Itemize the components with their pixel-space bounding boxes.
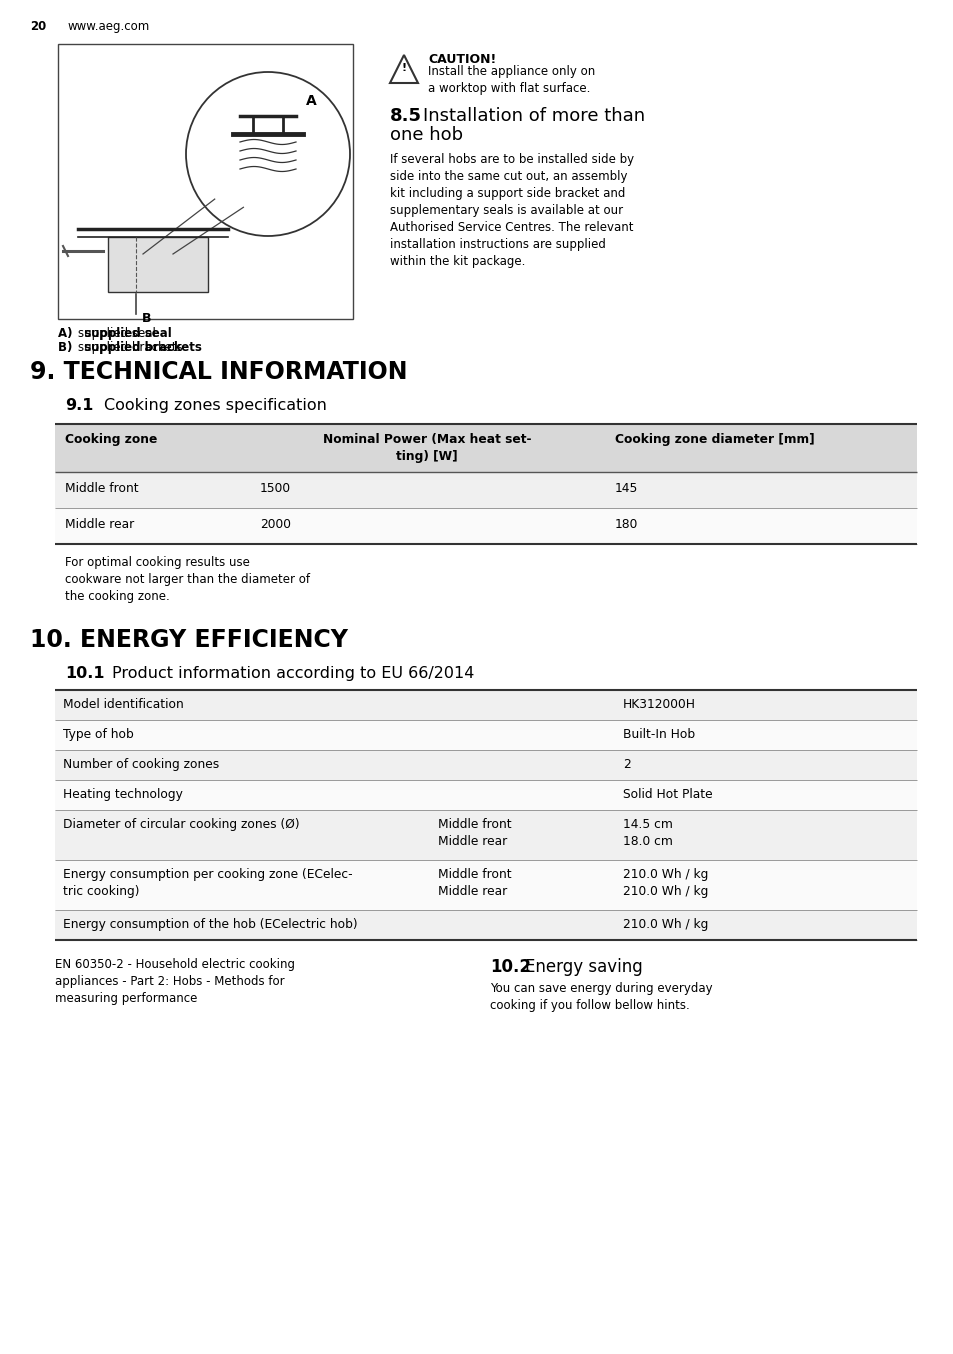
Text: Cooking zone: Cooking zone <box>65 433 157 445</box>
Text: Heating technology: Heating technology <box>63 788 183 802</box>
Text: B: B <box>142 311 152 325</box>
Bar <box>58 43 353 320</box>
Bar <box>55 691 916 720</box>
Text: Cooking zone diameter [mm]: Cooking zone diameter [mm] <box>615 433 814 445</box>
Text: CAUTION!: CAUTION! <box>428 53 496 66</box>
Text: HK312000H: HK312000H <box>622 699 696 711</box>
Text: Middle front
Middle rear: Middle front Middle rear <box>437 868 511 898</box>
Text: You can save energy during everyday
cooking if you follow bellow hints.: You can save energy during everyday cook… <box>490 982 712 1011</box>
Text: EN 60350-2 - Household electric cooking
appliances - Part 2: Hobs - Methods for
: EN 60350-2 - Household electric cooking … <box>55 959 294 1005</box>
Text: Nominal Power (Max heat set-
ting) [W]: Nominal Power (Max heat set- ting) [W] <box>322 433 531 463</box>
Text: If several hobs are to be installed side by
side into the same cut out, an assem: If several hobs are to be installed side… <box>390 153 634 268</box>
Text: 210.0 Wh / kg: 210.0 Wh / kg <box>622 918 708 932</box>
Text: Model identification: Model identification <box>63 699 184 711</box>
Bar <box>55 750 916 780</box>
Text: Middle front
Middle rear: Middle front Middle rear <box>437 818 511 848</box>
Bar <box>55 780 916 810</box>
Text: www.aeg.com: www.aeg.com <box>68 20 150 32</box>
Text: 1500: 1500 <box>260 482 291 496</box>
Bar <box>55 810 916 860</box>
Text: For optimal cooking results use
cookware not larger than the diameter of
the coo: For optimal cooking results use cookware… <box>65 556 310 603</box>
Bar <box>55 720 916 750</box>
Text: Installation of more than: Installation of more than <box>422 107 644 125</box>
Text: Energy consumption of the hob (ECelectric hob): Energy consumption of the hob (ECelectri… <box>63 918 357 932</box>
Text: B) supplied brackets: B) supplied brackets <box>58 341 202 353</box>
Text: Diameter of circular cooking zones (Ø): Diameter of circular cooking zones (Ø) <box>63 818 299 831</box>
Text: Energy saving: Energy saving <box>524 959 642 976</box>
Bar <box>108 237 208 292</box>
Text: 180: 180 <box>615 519 638 531</box>
Text: 20: 20 <box>30 20 46 32</box>
Text: 10.1: 10.1 <box>65 666 105 681</box>
Bar <box>55 910 916 940</box>
Text: 10.2: 10.2 <box>490 959 531 976</box>
Bar <box>55 860 916 910</box>
Text: supplied seal: supplied seal <box>78 328 155 340</box>
Text: !: ! <box>401 64 406 73</box>
Text: 10. ENERGY EFFICIENCY: 10. ENERGY EFFICIENCY <box>30 628 348 653</box>
Text: 2000: 2000 <box>260 519 291 531</box>
Text: Built-In Hob: Built-In Hob <box>622 728 695 741</box>
Text: 14.5 cm
18.0 cm: 14.5 cm 18.0 cm <box>622 818 672 848</box>
Text: 9. TECHNICAL INFORMATION: 9. TECHNICAL INFORMATION <box>30 360 407 385</box>
Text: 145: 145 <box>615 482 638 496</box>
Text: 9.1: 9.1 <box>65 398 93 413</box>
Text: Type of hob: Type of hob <box>63 728 133 741</box>
Text: Middle front: Middle front <box>65 482 138 496</box>
Text: Energy consumption per cooking zone (ECelec-
tric cooking): Energy consumption per cooking zone (ECe… <box>63 868 353 898</box>
Text: A: A <box>306 93 316 108</box>
Text: Install the appliance only on
a worktop with flat surface.: Install the appliance only on a worktop … <box>428 65 595 95</box>
Text: supplied brackets: supplied brackets <box>78 341 182 353</box>
Text: Number of cooking zones: Number of cooking zones <box>63 758 219 770</box>
Text: Middle rear: Middle rear <box>65 519 134 531</box>
Text: one hob: one hob <box>390 126 462 144</box>
Text: Product information according to EU 66/2014: Product information according to EU 66/2… <box>112 666 474 681</box>
Text: 2: 2 <box>622 758 630 770</box>
Text: A) supplied seal: A) supplied seal <box>58 328 172 340</box>
Text: Solid Hot Plate: Solid Hot Plate <box>622 788 712 802</box>
Text: 210.0 Wh / kg
210.0 Wh / kg: 210.0 Wh / kg 210.0 Wh / kg <box>622 868 708 898</box>
Bar <box>55 473 916 508</box>
Text: Cooking zones specification: Cooking zones specification <box>104 398 327 413</box>
Bar <box>55 424 916 473</box>
Bar <box>55 508 916 544</box>
Text: 8.5: 8.5 <box>390 107 421 125</box>
